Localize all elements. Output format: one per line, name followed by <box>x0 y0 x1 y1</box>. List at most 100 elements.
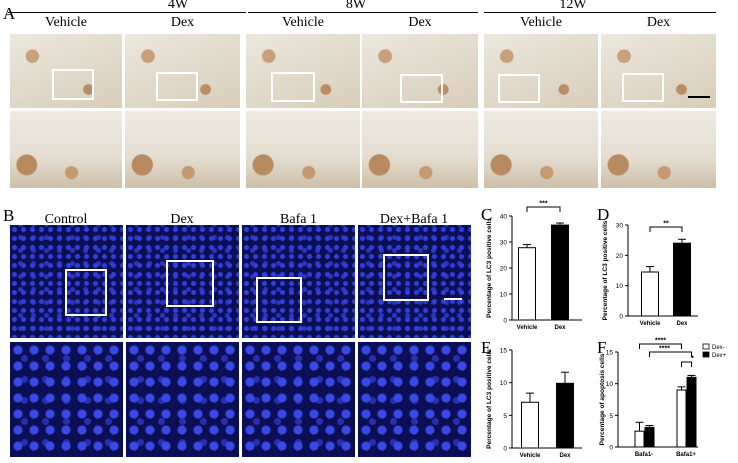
significance-bracket <box>649 351 692 357</box>
ihc-image-4w-vehicle-high <box>10 111 122 188</box>
roi-box <box>166 260 214 307</box>
y-tick-label: 0 <box>609 445 613 452</box>
fluorescence-image-dex-bafa1-high <box>358 342 471 457</box>
time-header: 8W <box>345 0 367 12</box>
legend-swatch <box>702 351 710 358</box>
y-tick-label: 5 <box>503 413 507 420</box>
y-tick-label: 30 <box>500 240 508 247</box>
roi-box <box>256 277 302 323</box>
significance-bracket <box>649 226 683 232</box>
y-tick-label: 10 <box>500 292 508 299</box>
ihc-image-4w-dex-low <box>125 34 240 108</box>
roi-box <box>271 72 315 102</box>
significance-bracket <box>681 361 692 367</box>
ihc-image-12w-vehicle-low <box>484 34 598 108</box>
roi-box <box>383 254 429 301</box>
y-tick-label: 15 <box>606 350 614 357</box>
significance-label: **** <box>659 346 670 353</box>
fluorescence-image-bafa1-high <box>242 342 355 457</box>
y-tick-label: 20 <box>616 253 624 260</box>
group-rule <box>484 12 716 13</box>
panel-label-d: D <box>597 205 610 224</box>
y-tick-label: 20 <box>500 266 508 273</box>
y-tick-label: 0 <box>503 446 507 453</box>
column-header-dex: Dex <box>408 15 432 30</box>
bar <box>556 382 574 449</box>
bar <box>644 426 655 448</box>
fluorescence-image-control-high <box>10 342 123 457</box>
y-axis-label: Percentage of LC3 positive cells <box>486 349 493 449</box>
panel-label-c: C <box>481 205 493 224</box>
y-tick-label: 15 <box>500 348 508 355</box>
column-header-bafa1: Bafa 1 <box>280 212 317 227</box>
significance-bracket <box>639 343 682 349</box>
bar-chart-e: 0 5 10 15 Percentage of LC3 positive cells Ve… <box>486 348 582 459</box>
x-tick-label: Dex <box>554 325 566 331</box>
column-header-control: Control <box>44 212 88 227</box>
x-tick-label: Vehicle <box>520 453 541 459</box>
ihc-image-12w-vehicle-high <box>484 111 598 188</box>
x-tick-label: Dex <box>559 453 571 459</box>
roi-box <box>156 72 198 101</box>
x-tick-label: Vehicle <box>517 325 538 331</box>
bar <box>641 271 659 317</box>
bar <box>676 389 687 448</box>
legend-swatch <box>702 343 710 350</box>
roi-box <box>65 269 107 316</box>
legend-label: Dex- <box>712 345 725 351</box>
panel-label-a: A <box>3 4 16 23</box>
group-rule <box>8 12 246 13</box>
significance-label: ** <box>663 221 669 228</box>
y-tick-label: 10 <box>500 380 508 387</box>
ihc-image-8w-vehicle-low <box>246 34 360 108</box>
x-tick-label: Bafa1+ <box>676 452 696 458</box>
x-tick-label: Vehicle <box>640 321 661 327</box>
ihc-image-4w-vehicle-low <box>10 34 122 108</box>
y-tick-label: 0 <box>619 314 623 321</box>
fluorescence-image-dex-bafa1-low <box>358 225 471 338</box>
legend-label: Dex+ <box>712 353 727 359</box>
y-tick-label: 5 <box>609 413 613 420</box>
fluorescence-image-dex-low <box>126 225 239 338</box>
column-header-dex: Dex <box>170 212 194 227</box>
y-axis-label: Percentage of LC3 positive cells <box>486 218 493 318</box>
bar <box>551 224 569 321</box>
significance-label: * <box>691 356 694 363</box>
ihc-image-4w-dex-high <box>125 111 240 188</box>
fluorescence-image-bafa1-low <box>242 225 355 338</box>
fluorescence-image-control-low <box>10 225 123 338</box>
bar <box>686 376 697 448</box>
bar-chart-c: 0 10 20 30 40 Percentage of LC3 positive cell… <box>486 201 582 331</box>
significance-label: *** <box>539 201 547 208</box>
y-axis-label: Percentage of apoptosis cells <box>599 353 606 445</box>
y-tick-label: 10 <box>606 381 614 388</box>
bar <box>518 247 536 321</box>
group-rule <box>248 12 478 13</box>
x-tick-label: Dex <box>676 321 688 327</box>
time-header: 12W <box>559 0 587 12</box>
column-header-dex-bafa1: Dex+Bafa 1 <box>379 212 449 227</box>
bar <box>521 401 539 449</box>
ihc-image-12w-dex-low <box>601 34 716 108</box>
bar-chart-d: 0 10 20 30 Percentage of LC3 positive cells V… <box>602 220 698 327</box>
ihc-image-8w-dex-low <box>362 34 478 108</box>
time-header: 4W <box>167 0 189 12</box>
y-axis-label: Percentage of LC3 positive cells <box>602 220 609 320</box>
panel-label-e: E <box>481 338 492 357</box>
x-tick-label: Bafa1- <box>635 452 653 458</box>
scale-bar-a <box>688 96 710 98</box>
ihc-image-12w-dex-high <box>601 111 716 188</box>
column-header-vehicle: Vehicle <box>45 15 87 30</box>
column-header-dex: Dex <box>646 15 671 30</box>
significance-label: **** <box>655 338 666 345</box>
column-header-vehicle: Vehicle <box>520 15 562 30</box>
y-tick-label: 10 <box>616 283 624 290</box>
y-tick-label: 0 <box>503 318 507 325</box>
ihc-image-8w-vehicle-high <box>246 111 360 188</box>
roi-box <box>498 74 540 103</box>
fluorescence-image-dex-high <box>126 342 239 457</box>
column-header-dex: Dex <box>170 15 195 30</box>
y-tick-label: 30 <box>616 223 624 230</box>
roi-box <box>622 73 664 102</box>
